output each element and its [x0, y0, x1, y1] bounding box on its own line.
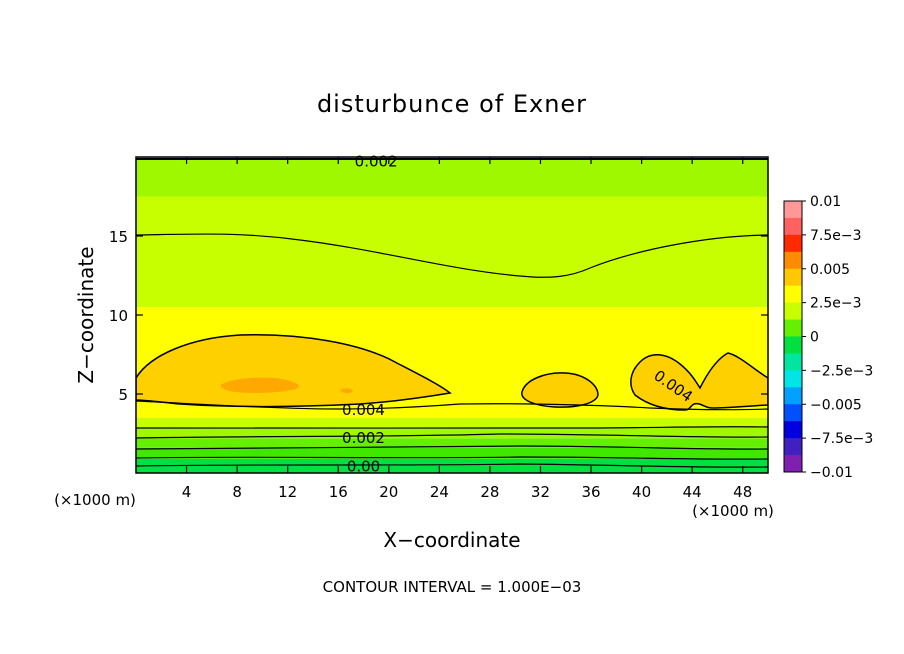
y-axis-label: Z−coordinate: [74, 246, 98, 383]
colorbar-swatch: [784, 404, 802, 422]
colorbar-label: 2.5e−3: [810, 296, 862, 312]
x-tick-label: 16: [329, 483, 348, 501]
colorbar-swatch: [784, 336, 802, 354]
colorbar-swatch: [784, 319, 802, 337]
x-tick-label: 44: [683, 483, 702, 501]
contour-label-0: 0.002: [355, 153, 398, 171]
colorbar-swatch: [784, 455, 802, 473]
field-band-1: [136, 447, 768, 459]
x-tick-label: 12: [278, 483, 297, 501]
contour-label-text: 0.00: [347, 458, 380, 476]
x-tick-label: 4: [182, 483, 192, 501]
colorbar: 0.01 7.5e−3 0.005 2.5e−3 0 −2.5e−3 −0.005 −7.5e…: [783, 194, 873, 481]
y-tick-label: 15: [109, 228, 128, 246]
x-tick-label: 40: [632, 483, 651, 501]
colorbar-label: 7.5e−3: [810, 228, 862, 244]
colorbar-swatch: [784, 268, 802, 287]
x-axis-label: X−coordinate: [383, 528, 520, 552]
chart-title: disturbunce of Exner: [317, 90, 587, 118]
colorbar-swatch: [784, 387, 802, 405]
contour-label-2: 0.002: [342, 429, 385, 447]
colorbar-swatch: [784, 251, 802, 270]
x-unit-right: (×1000 m): [692, 502, 774, 520]
contour-line-0.001: [136, 456, 768, 460]
contour-label-text: 0.004: [342, 401, 385, 419]
field-band-6: [136, 196, 768, 308]
colorbar-label: −0.01: [810, 465, 853, 481]
high-core-small: [340, 388, 353, 394]
y-axis-ticks: 5 10 15: [109, 228, 768, 404]
high-region-center: [521, 372, 599, 408]
x-tick-label: 8: [232, 483, 242, 501]
colorbar-swatch: [784, 285, 802, 304]
colorbar-swatch: [784, 201, 802, 219]
colorbar-label: −7.5e−3: [810, 431, 873, 447]
contour-line-0.002: [136, 445, 768, 450]
colorbar-swatch: [784, 217, 802, 236]
x-tick-label: 32: [531, 483, 550, 501]
y-tick-label: 5: [118, 386, 128, 404]
colorbar-swatch: [784, 438, 802, 456]
high-core-west: [220, 377, 299, 393]
field-band-3: [136, 427, 768, 439]
x-unit-left: (×1000 m): [54, 491, 136, 509]
colorbar-label: −2.5e−3: [810, 363, 873, 379]
x-tick-label: 24: [430, 483, 449, 501]
field-band-4: [136, 417, 768, 428]
field-band-0: [136, 458, 768, 473]
contour-line-0.003-upper: [136, 233, 768, 278]
colorbar-label: 0.005: [810, 262, 850, 278]
high-region-west: [136, 334, 452, 408]
contour-label-3: 0.00: [347, 458, 380, 476]
colorbar-swatch: [784, 421, 802, 439]
contour-line-0.000: [136, 463, 768, 468]
contour-line-0.004-lower: [136, 400, 768, 411]
x-axis-ticks: 4 8 12 16 20 24 28 32 36 40 44 48: [182, 157, 752, 501]
x-tick-label: 48: [733, 483, 752, 501]
colorbar-label: 0.01: [810, 194, 841, 210]
colorbar-label: −0.005: [810, 397, 862, 413]
y-tick-label: 10: [109, 307, 128, 325]
colorbar-swatch: [784, 370, 802, 388]
x-tick-label: 20: [379, 483, 398, 501]
contour-line-2.5: [136, 433, 768, 439]
x-tick-label: 28: [480, 483, 499, 501]
contour-label-1: 0.004: [342, 401, 385, 419]
contour-label-text: 0.002: [355, 153, 398, 171]
colorbar-label: 0: [810, 330, 819, 346]
contour-interval-note: CONTOUR INTERVAL = 1.000E−03: [323, 578, 582, 596]
colorbar-swatch: [784, 353, 802, 371]
contour-label-text: 0.002: [342, 429, 385, 447]
x-tick-label: 36: [581, 483, 600, 501]
colorbar-swatch: [784, 302, 802, 321]
colorbar-swatch: [784, 234, 802, 253]
field-band-7: [136, 157, 768, 197]
field-band-2: [136, 438, 768, 448]
contour-line-0.003-lower: [136, 426, 768, 429]
high-region-east: [630, 352, 768, 411]
